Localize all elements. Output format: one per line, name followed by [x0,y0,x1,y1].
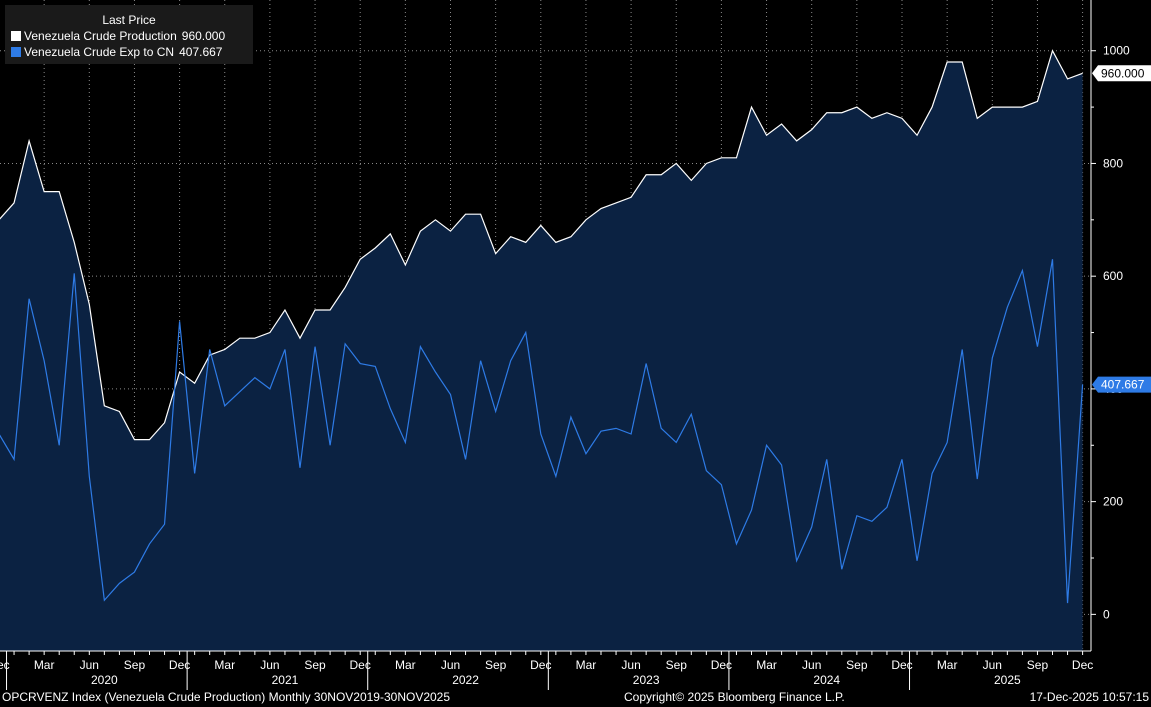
y-tick-label-0: 0 [1103,607,1110,621]
x-tick-label: Jun [80,658,99,672]
exports-line [0,259,1084,604]
x-tick-label: Mar [937,658,958,672]
x-tick-label: Jun [441,658,460,672]
x-tick-label: Dec [530,658,551,672]
year-label-2025: 2025 [994,673,1021,687]
exports-last-value-box [1092,376,1151,393]
x-tick-label: Dec [0,658,10,672]
last-value-markers: 960.000 407.667 [1092,65,1151,393]
x-tick-label: Sep [666,658,688,672]
x-tick-label: Sep [846,658,868,672]
production-last-value-label: 960.000 [1101,66,1145,80]
x-tick-label: Mar [576,658,597,672]
production-last-value: 960.000 [1092,65,1151,82]
production-line [0,49,1083,441]
x-tick-label: Dec [891,658,912,672]
production-area [0,50,1083,651]
legend-value-exports: 407.667 [179,45,223,59]
x-tick-label: Jun [802,658,821,672]
year-label-2023: 2023 [633,673,660,687]
legend-label-production: Venezuela Crude Production [24,29,177,43]
legend-entry-production: Venezuela Crude Production 960.000 [5,28,253,44]
footer-timestamp: 17-Dec-2025 10:57:15 [1029,690,1149,704]
x-tick-label: Dec [1072,658,1093,672]
legend: Last Price Venezuela Crude Production 96… [5,5,253,64]
x-tick-label: Jun [260,658,279,672]
series-layer [0,49,1084,651]
x-tick-label: Sep [304,658,326,672]
x-tick-label: Sep [1027,658,1049,672]
legend-title: Last Price [102,13,156,27]
footer-copyright: Copyright© 2025 Bloomberg Finance L.P. [624,690,845,704]
x-tick-label: Dec [350,658,371,672]
x-tick-label: Mar [34,658,55,672]
legend-swatch-exports [11,47,21,57]
exports-last-value-label: 407.667 [1101,378,1145,392]
legend-value-production: 960.000 [181,29,226,43]
footer-index-description: OPCRVENZ Index (Venezuela Crude Producti… [2,690,451,704]
y-tick-label-1000: 1000 [1103,44,1130,58]
y-tick-label-200: 200 [1103,495,1123,509]
exports-last-value: 407.667 [1092,376,1151,393]
legend-swatch-production [11,31,21,41]
x-tick-label: Dec [169,658,190,672]
y-tick-label-600: 600 [1103,269,1123,283]
x-tick-label: Jun [983,658,1002,672]
year-label-2020: 2020 [91,673,118,687]
x-tick-label: Mar [214,658,235,672]
x-tick-label: Dec [711,658,732,672]
year-label-2022: 2022 [452,673,479,687]
x-tick-label: Sep [485,658,507,672]
x-tick-label: Mar [756,658,777,672]
legend-label-exports: Venezuela Crude Exp to CN [24,45,175,59]
production-last-value-box [1092,65,1151,82]
year-label-2024: 2024 [813,673,840,687]
x-axis: Dec Mar Jun Sep Dec Mar Jun Sep Dec Mar Jun Sep Dec M… [0,650,1093,690]
x-tick-label: Mar [395,658,416,672]
y-tick-label-800: 800 [1103,156,1123,170]
y-axis: 02004006008001000 [1090,0,1130,651]
year-label-2021: 2021 [272,673,299,687]
legend-entry-exports: Venezuela Crude Exp to CN 407.667 [5,44,253,60]
x-tick-label: Jun [621,658,640,672]
x-tick-label: Sep [124,658,146,672]
